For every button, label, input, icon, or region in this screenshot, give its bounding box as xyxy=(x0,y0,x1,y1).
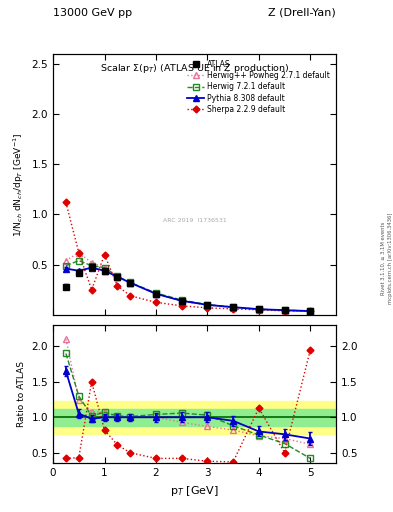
Text: Z (Drell-Yan): Z (Drell-Yan) xyxy=(268,8,336,18)
X-axis label: p$_T$ [GeV]: p$_T$ [GeV] xyxy=(170,484,219,498)
Bar xyxy=(53,401,336,434)
Text: 13000 GeV pp: 13000 GeV pp xyxy=(53,8,132,18)
Text: mcplots.cern.ch [arXiv:1306.3436]: mcplots.cern.ch [arXiv:1306.3436] xyxy=(388,213,393,304)
Y-axis label: 1/N$_{ch}$ dN$_{ch}$/dp$_T$ [GeV$^{-1}$]: 1/N$_{ch}$ dN$_{ch}$/dp$_T$ [GeV$^{-1}$] xyxy=(12,132,26,237)
Text: ARC 2019  I1736531: ARC 2019 I1736531 xyxy=(163,219,226,223)
Y-axis label: Ratio to ATLAS: Ratio to ATLAS xyxy=(17,361,26,427)
Legend: ATLAS, Herwig++ Powheg 2.7.1 default, Herwig 7.2.1 default, Pythia 8.308 default: ATLAS, Herwig++ Powheg 2.7.1 default, He… xyxy=(185,57,332,116)
Text: Scalar $\Sigma$(p$_T$) (ATLAS UE in Z production): Scalar $\Sigma$(p$_T$) (ATLAS UE in Z pr… xyxy=(100,61,289,75)
Text: Rivet 3.1.10, ≥ 3.1M events: Rivet 3.1.10, ≥ 3.1M events xyxy=(381,222,386,295)
Bar xyxy=(53,409,336,426)
